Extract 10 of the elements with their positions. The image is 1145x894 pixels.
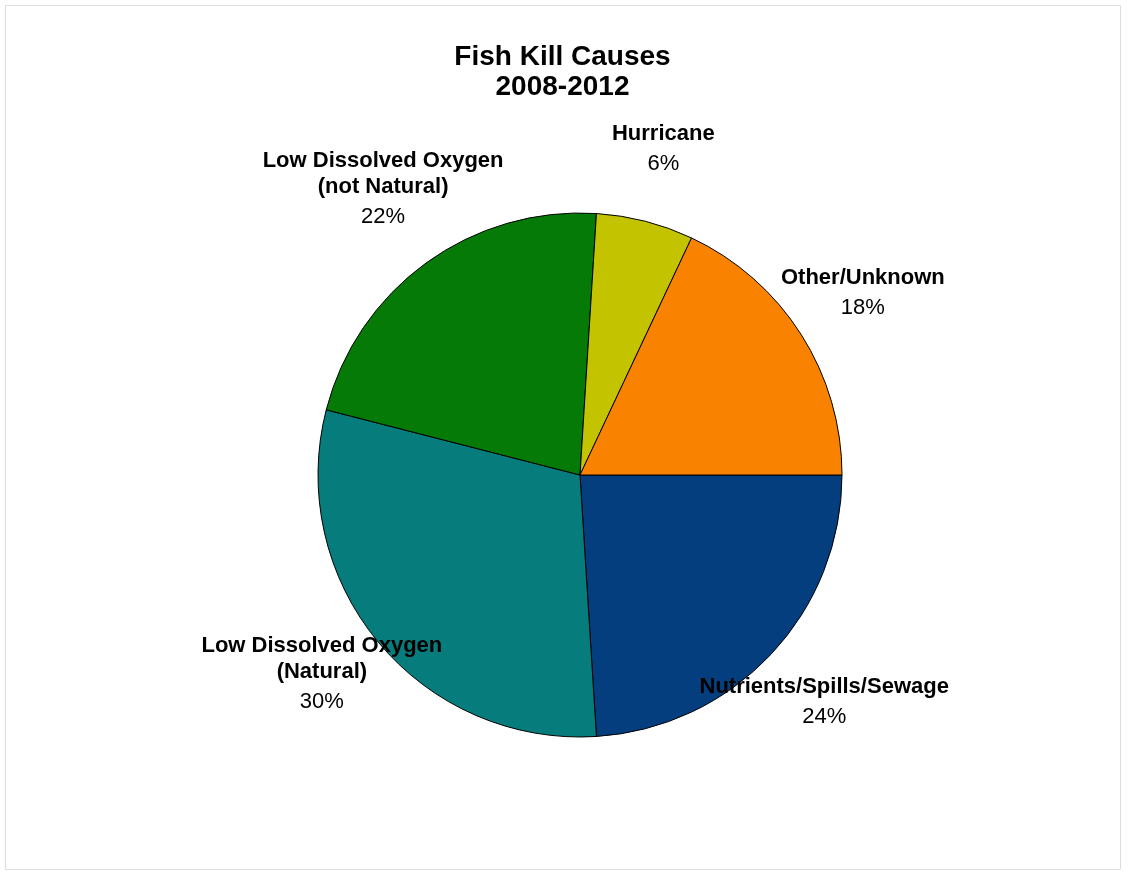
text: Fish Kill Causes <box>454 40 671 71</box>
data-label: 24% <box>802 703 847 729</box>
data-label: 6% <box>647 149 680 175</box>
slice-label: Other/Unknown <box>780 264 945 290</box>
text: 2008-2012 <box>495 70 630 101</box>
slice-label: Hurricane <box>611 119 715 145</box>
data-label: 22% <box>361 202 406 228</box>
data-label: 18% <box>840 294 885 320</box>
data-label: 30% <box>299 687 344 713</box>
slice-label: Low Dissolved Oxygen (not Natural) <box>262 146 504 198</box>
